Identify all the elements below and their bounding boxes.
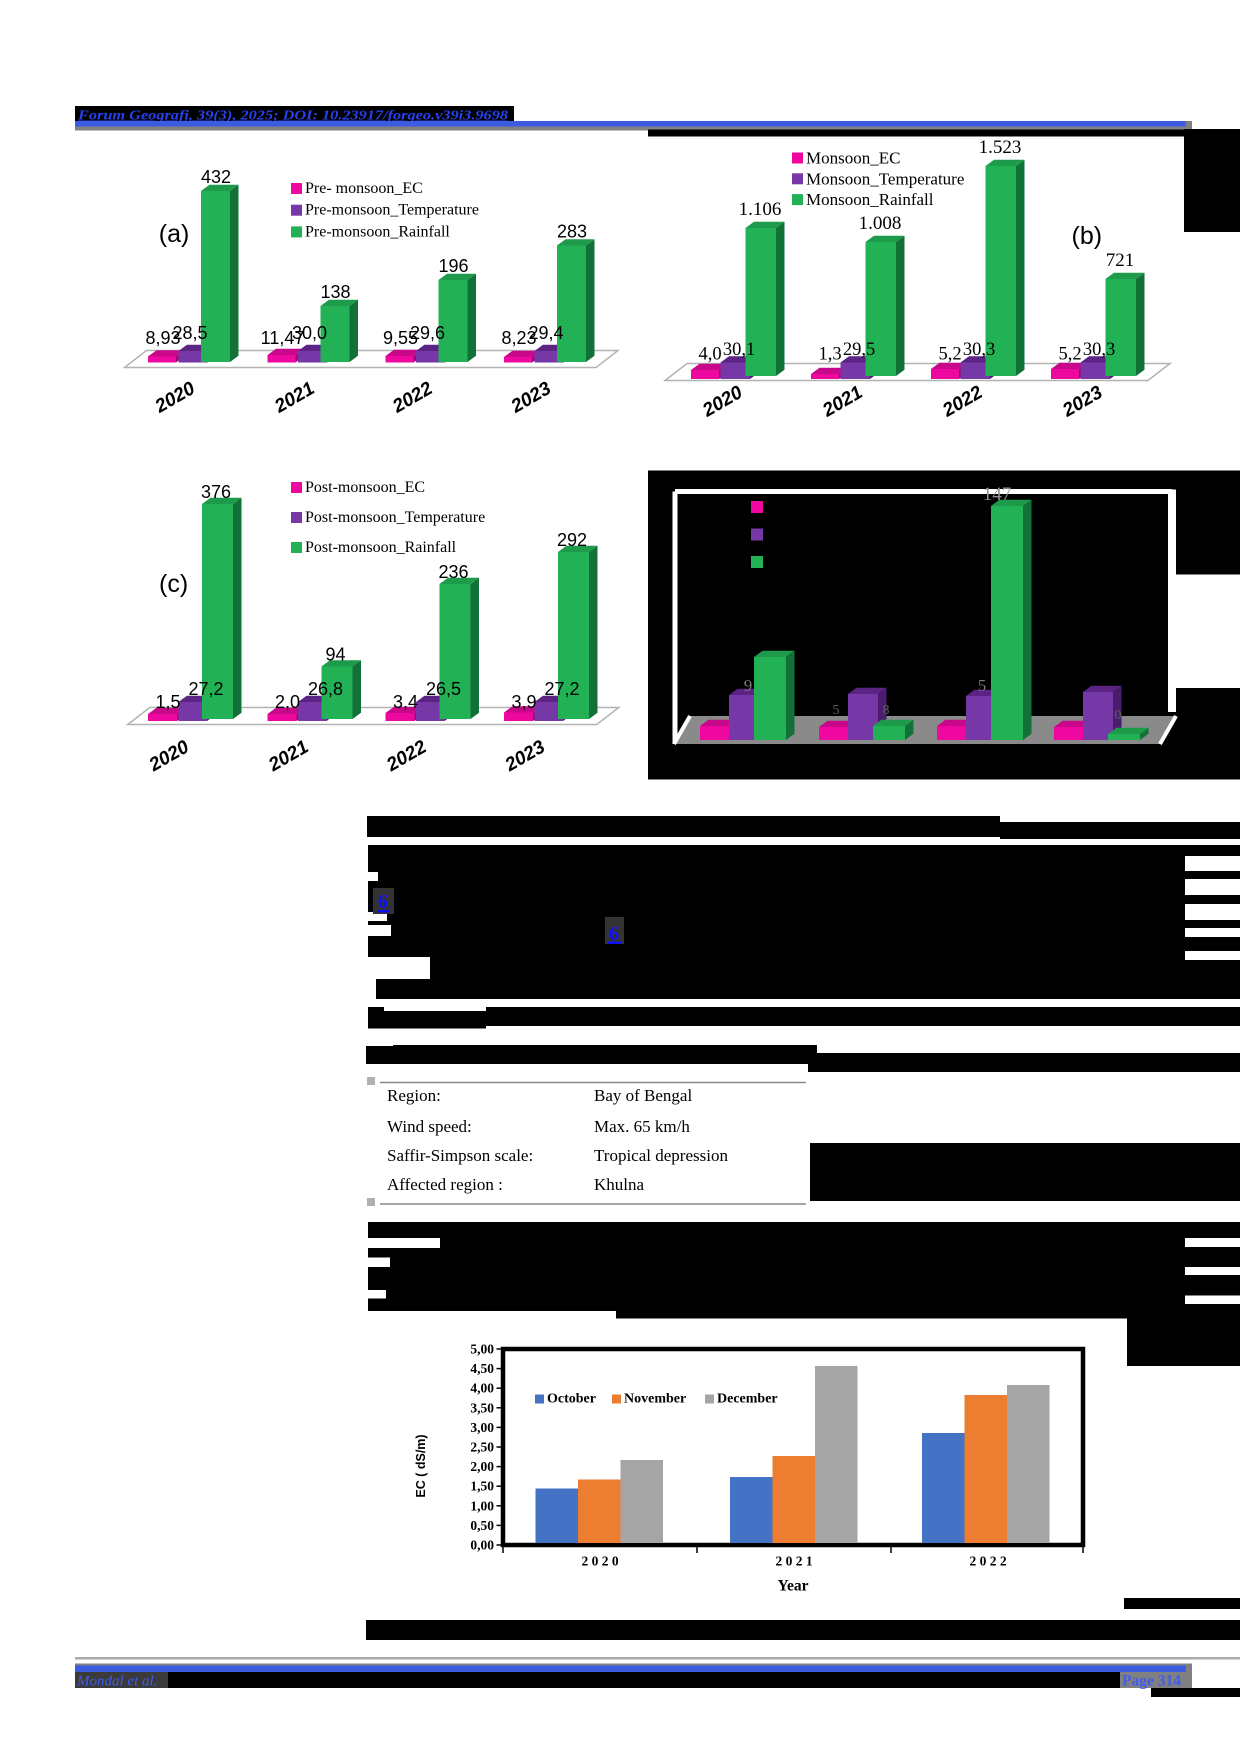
svg-text:Pre- monsoon_EC: Pre- monsoon_EC <box>305 180 423 197</box>
svg-text:Post-monsoon_EC: Post-monsoon_EC <box>305 479 425 496</box>
svg-text:2 0 2 0: 2 0 2 0 <box>581 1554 618 1569</box>
svg-text:Saffir-Simpson scale:: Saffir-Simpson scale: <box>387 1146 533 1165</box>
svg-text:Year: Year <box>778 1578 809 1595</box>
svg-text:147: 147 <box>983 484 1012 505</box>
svg-text:283: 283 <box>557 222 587 242</box>
svg-text:October: October <box>547 1392 596 1407</box>
svg-text:2 0 2 1: 2 0 2 1 <box>775 1554 812 1569</box>
svg-text:1,50: 1,50 <box>470 1479 494 1494</box>
svg-text:9,55: 9,55 <box>383 328 418 348</box>
svg-text:30,0: 30,0 <box>292 323 327 343</box>
svg-text:2 0 2 2: 2 0 2 2 <box>969 1554 1006 1569</box>
svg-text:30,3: 30,3 <box>963 340 995 360</box>
svg-text:Pre-monsoon_Temperature: Pre-monsoon_Temperature <box>305 202 479 219</box>
svg-text:Khulna: Khulna <box>594 1175 645 1194</box>
svg-text:December: December <box>717 1392 778 1407</box>
svg-text:5,2: 5,2 <box>938 345 961 365</box>
svg-text:26,5: 26,5 <box>426 679 461 699</box>
svg-text:Monsoon_EC: Monsoon_EC <box>806 149 900 168</box>
svg-text:721: 721 <box>1106 250 1135 271</box>
svg-text:292: 292 <box>557 530 587 550</box>
svg-text:4,00: 4,00 <box>470 1381 494 1396</box>
svg-text:Tropical depression: Tropical depression <box>594 1146 728 1165</box>
svg-text:5,2: 5,2 <box>1058 345 1081 365</box>
svg-text:3,4: 3,4 <box>393 692 418 712</box>
svg-text:11,47: 11,47 <box>261 328 305 348</box>
svg-text:1.106: 1.106 <box>739 199 782 220</box>
svg-text:Pre-monsoon_Rainfall: Pre-monsoon_Rainfall <box>305 223 450 240</box>
svg-text:Region:: Region: <box>387 1086 441 1105</box>
svg-text:2,0: 2,0 <box>275 692 300 712</box>
svg-text:94: 94 <box>325 645 345 665</box>
svg-text:3,00: 3,00 <box>470 1420 494 1435</box>
svg-text:27,2: 27,2 <box>188 679 223 699</box>
svg-text:8,93: 8,93 <box>145 328 180 348</box>
svg-text:1,3: 1,3 <box>818 345 841 365</box>
svg-text:1,00: 1,00 <box>470 1498 494 1513</box>
svg-text:138: 138 <box>320 282 350 302</box>
svg-text:4,50: 4,50 <box>470 1361 494 1376</box>
svg-text:0: 0 <box>1115 708 1122 723</box>
svg-text:376: 376 <box>201 482 231 502</box>
svg-text:5: 5 <box>978 676 987 695</box>
svg-text:Monsoon_Temperature: Monsoon_Temperature <box>806 169 964 188</box>
svg-text:Max. 65 km/h: Max. 65 km/h <box>594 1117 690 1136</box>
svg-text:30,3: 30,3 <box>1083 340 1115 360</box>
svg-text:30,1: 30,1 <box>723 340 755 360</box>
svg-text:2,50: 2,50 <box>470 1440 494 1455</box>
svg-text:Wind speed:: Wind speed: <box>387 1117 472 1136</box>
svg-text:29,6: 29,6 <box>410 323 445 343</box>
svg-text:Post-monsoon_Rainfall: Post-monsoon_Rainfall <box>305 539 457 556</box>
svg-text:26,8: 26,8 <box>308 679 343 699</box>
svg-text:236: 236 <box>438 562 468 582</box>
svg-text:2,00: 2,00 <box>470 1459 494 1474</box>
svg-text:28,5: 28,5 <box>172 323 207 343</box>
svg-text:(c): (c) <box>159 570 188 598</box>
svg-text:Affected region :: Affected region : <box>387 1175 503 1194</box>
svg-text:0,50: 0,50 <box>470 1518 494 1533</box>
svg-text:5,00: 5,00 <box>470 1342 494 1357</box>
svg-text:EC ( dS/m): EC ( dS/m) <box>414 1434 428 1497</box>
svg-text:6: 6 <box>609 923 619 945</box>
svg-text:4,0: 4,0 <box>698 345 721 365</box>
svg-text:9: 9 <box>744 676 753 695</box>
svg-text:8: 8 <box>883 703 890 718</box>
svg-text:Monsoon_Rainfall: Monsoon_Rainfall <box>806 190 934 209</box>
svg-text:Forum Geografi, 39(3), 2025; D: Forum Geografi, 39(3), 2025; DOI: 10.239… <box>77 109 508 124</box>
svg-text:(a): (a) <box>159 220 190 248</box>
svg-text:1,5: 1,5 <box>155 692 180 712</box>
svg-text:Bay of Bengal: Bay of Bengal <box>594 1086 692 1105</box>
svg-text:196: 196 <box>438 256 468 276</box>
svg-text:November: November <box>624 1392 686 1407</box>
svg-text:Post-monsoon_Temperature: Post-monsoon_Temperature <box>305 509 485 526</box>
svg-text:5: 5 <box>833 703 840 718</box>
svg-text:6: 6 <box>378 891 388 913</box>
svg-text:1.008: 1.008 <box>859 213 902 234</box>
svg-text:27,2: 27,2 <box>544 679 579 699</box>
svg-text:1.523: 1.523 <box>979 137 1022 158</box>
svg-text:432: 432 <box>201 167 231 187</box>
svg-text:3,50: 3,50 <box>470 1400 494 1415</box>
svg-text:3,9: 3,9 <box>511 692 536 712</box>
svg-text:(b): (b) <box>1072 222 1103 250</box>
svg-text:Mondal et al.: Mondal et al. <box>76 1674 157 1690</box>
svg-text:29,4: 29,4 <box>528 323 563 343</box>
svg-text:0,00: 0,00 <box>470 1538 494 1553</box>
svg-text:8,23: 8,23 <box>501 328 536 348</box>
svg-text:Page 314: Page 314 <box>1122 1673 1181 1690</box>
svg-text:29,5: 29,5 <box>843 340 875 360</box>
